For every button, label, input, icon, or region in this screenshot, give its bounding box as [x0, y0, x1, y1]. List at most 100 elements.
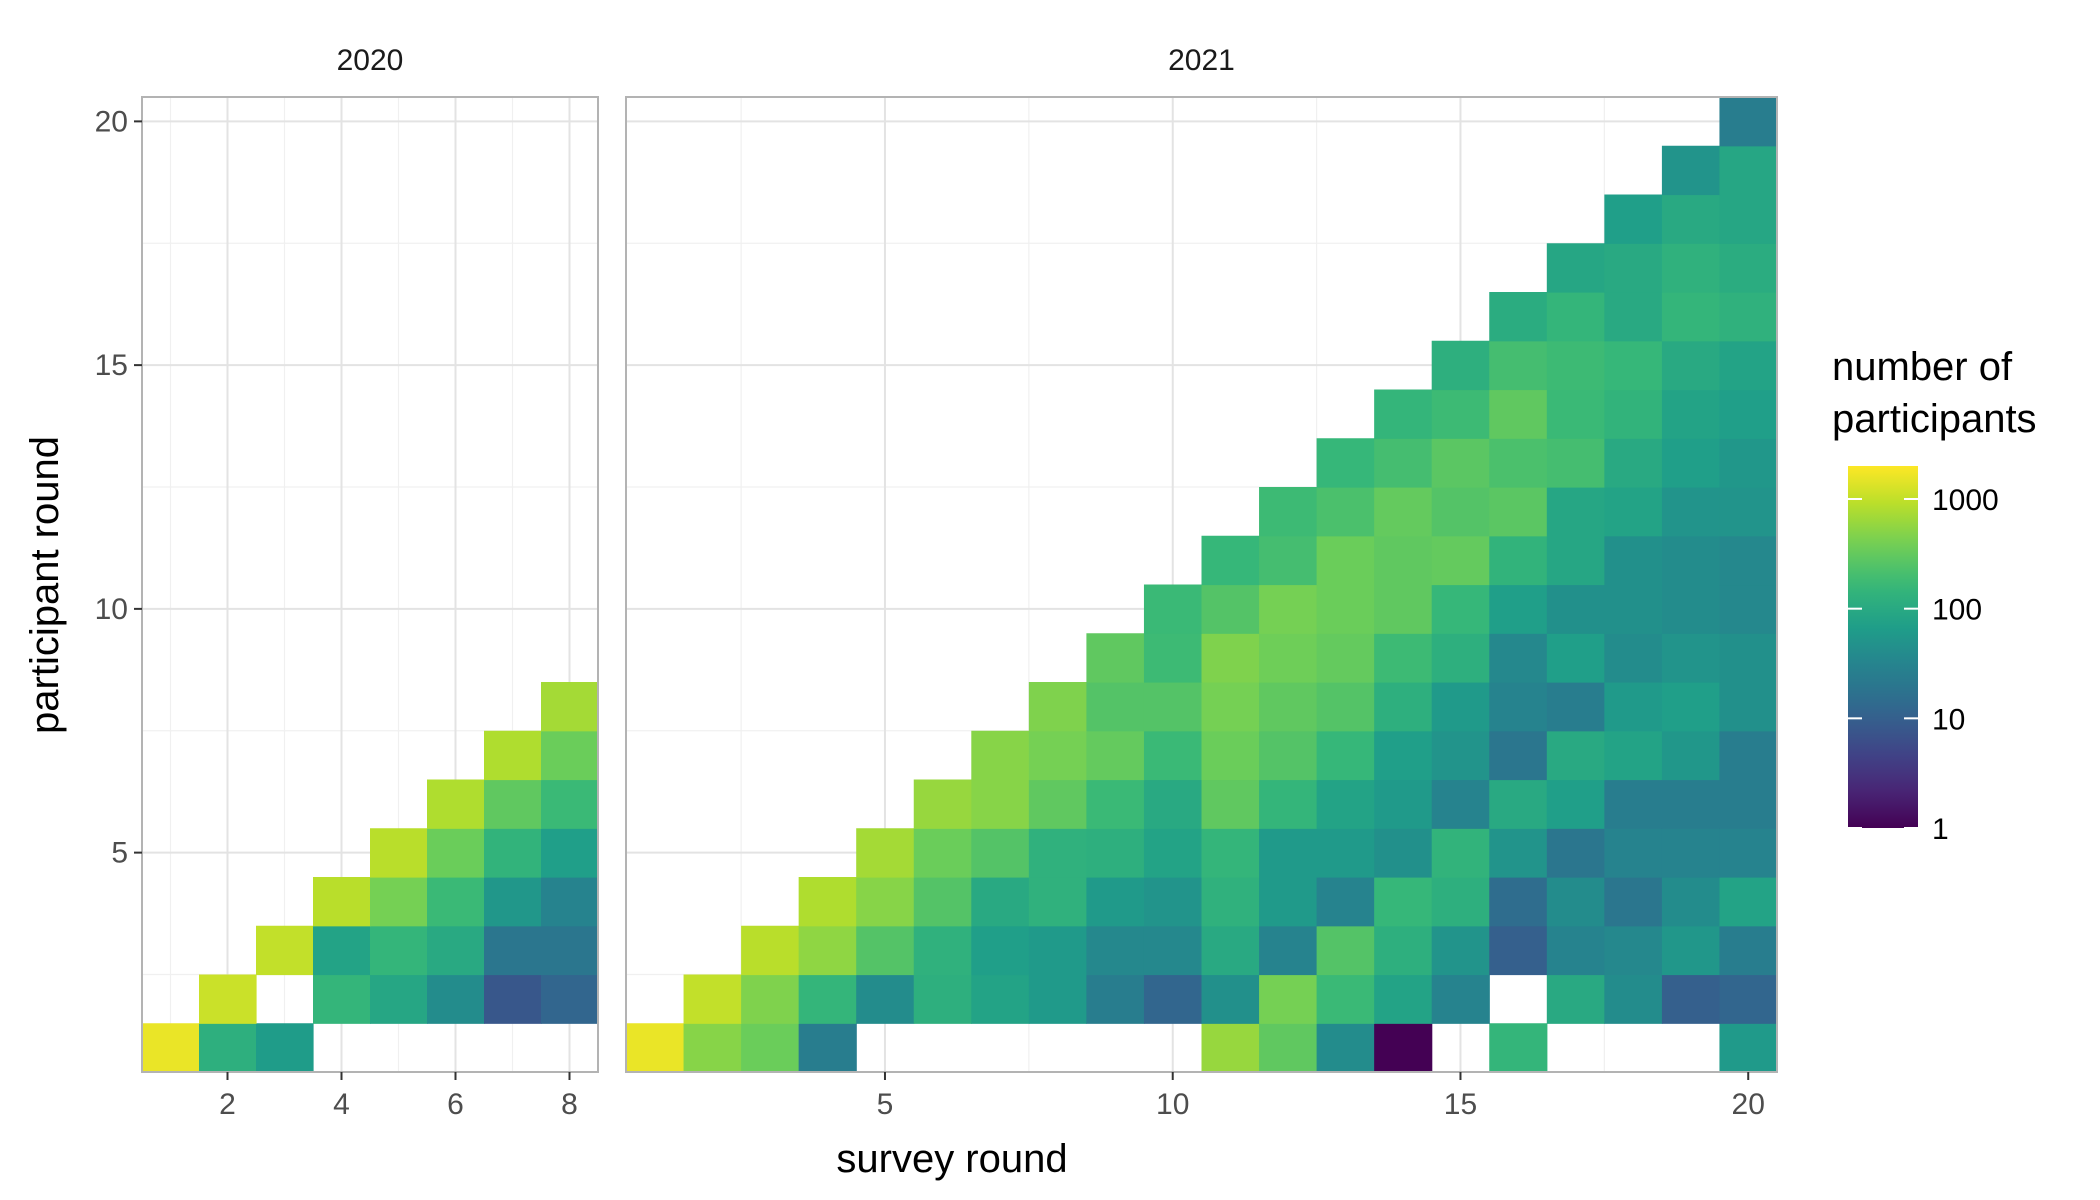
heatmap-tile: [913, 925, 972, 976]
x-tick-label: 2: [219, 1088, 236, 1121]
heatmap-tile: [1431, 487, 1490, 537]
heatmap-tile: [1028, 730, 1087, 781]
heatmap-tile: [1661, 438, 1721, 488]
heatmap-tile: [1143, 779, 1203, 829]
heatmap-tile: [1719, 97, 1778, 147]
heatmap-tile: [1374, 584, 1433, 634]
heatmap-tile: [1316, 438, 1375, 488]
heatmap-tile: [1604, 779, 1663, 829]
heatmap-tile: [541, 828, 599, 878]
heatmap-tile: [1604, 487, 1663, 537]
colorbar-tick-label: 1: [1932, 813, 1949, 846]
heatmap-tile: [1546, 584, 1605, 634]
facet-panels: 2020 2 4 6 8 2021 5 10 15 20: [141, 44, 1778, 1121]
heatmap-tile: [913, 779, 972, 829]
heatmap-tile: [1719, 779, 1778, 829]
panel-border: [625, 96, 1778, 1073]
heatmap-tile: [1431, 779, 1490, 829]
x-tick-label: 15: [1444, 1088, 1477, 1121]
heatmap-tile: [1604, 730, 1663, 781]
heatmap-tile: [1259, 584, 1318, 634]
heatmap-tile: [1719, 584, 1778, 634]
heatmap-tile: [1028, 682, 1087, 732]
heatmap-tile: [1374, 828, 1433, 878]
heatmap-tile: [1719, 1023, 1778, 1073]
heatmap-tile: [1661, 974, 1721, 1024]
heatmap-tile: [856, 877, 915, 927]
heatmap-tile: [1604, 633, 1663, 683]
facet-label-2021: 2021: [1168, 44, 1235, 77]
heatmap-tile: [683, 974, 742, 1024]
heatmap-tile: [1489, 779, 1548, 829]
heatmap-tile: [484, 828, 542, 878]
heatmap-tile: [856, 828, 915, 878]
heatmap-tile: [1086, 730, 1145, 781]
heatmap-tile: [1086, 633, 1145, 683]
heatmap-tile: [1143, 974, 1203, 1024]
heatmap-tile: [1719, 438, 1778, 488]
heatmap-tile: [427, 877, 485, 927]
heatmap-tile: [1143, 633, 1203, 683]
heatmap-tile: [1489, 730, 1548, 781]
heatmap-tile: [1489, 1023, 1548, 1073]
colorbar-tick-label: 1000: [1932, 484, 1999, 517]
heatmap-tile: [1086, 682, 1145, 732]
legend-title-line-1: number of: [1832, 345, 2013, 389]
panel-border: [141, 96, 599, 1073]
heatmap-tile: [1719, 682, 1778, 732]
heatmap-tile: [1546, 974, 1605, 1024]
x-tick-label: 5: [877, 1088, 894, 1121]
heatmap-tile: [1661, 925, 1721, 976]
heatmap-tile: [1546, 243, 1605, 293]
heatmap-tile: [484, 925, 542, 976]
heatmap-tile: [1431, 877, 1490, 927]
heatmap-tile: [1201, 974, 1260, 1024]
heatmap-tile: [971, 828, 1030, 878]
heatmap-tile: [1374, 779, 1433, 829]
heatmap-tile: [1374, 1023, 1433, 1073]
colorbar-tick-label: 10: [1932, 703, 1965, 736]
heatmap-tile: [1086, 974, 1145, 1024]
heatmap-tile: [484, 779, 542, 829]
heatmap-tile: [1719, 340, 1778, 391]
heatmap-tile: [683, 1023, 742, 1073]
y-tick-label: 15: [95, 349, 128, 382]
heatmap-tile: [370, 877, 428, 927]
heatmap-tile: [1086, 925, 1145, 976]
heatmap-tile: [971, 779, 1030, 829]
heatmap-tile: [1201, 535, 1260, 586]
heatmap-tile: [1489, 682, 1548, 732]
x-tick-label: 8: [561, 1088, 578, 1121]
heatmap-tile: [1604, 243, 1663, 293]
heatmap-tile: [1374, 877, 1433, 927]
heatmap-tile: [1719, 828, 1778, 878]
heatmap-tile: [256, 925, 314, 976]
heatmap-tile: [1374, 487, 1433, 537]
heatmap-tile: [1316, 487, 1375, 537]
heatmap-tile: [1201, 584, 1260, 634]
heatmap-tile: [541, 730, 599, 781]
heatmap-tile: [1719, 877, 1778, 927]
heatmap-tile: [1604, 340, 1663, 391]
heatmap-tile: [1719, 389, 1778, 439]
heatmap-tile: [1661, 389, 1721, 439]
heatmap-tile: [1316, 682, 1375, 732]
heatmap-tile: [1489, 340, 1548, 391]
heatmap-tile: [1546, 633, 1605, 683]
heatmap-tile: [1086, 779, 1145, 829]
heatmap-tile: [1028, 974, 1087, 1024]
heatmap-tile: [1661, 877, 1721, 927]
heatmap-tile: [1316, 925, 1375, 976]
heatmap-tile: [370, 925, 428, 976]
heatmap-tile: [1546, 389, 1605, 439]
heatmap-tile: [1374, 730, 1433, 781]
heatmap-tile: [1489, 877, 1548, 927]
heatmap-tile: [1316, 535, 1375, 586]
heatmap-tile: [1259, 779, 1318, 829]
heatmap-tile: [1431, 682, 1490, 732]
heatmap-tile: [427, 925, 485, 976]
heatmap-tile: [1661, 584, 1721, 634]
heatmap-tile: [1259, 682, 1318, 732]
heatmap-tile: [142, 1023, 200, 1073]
heatmap-tile: [1719, 633, 1778, 683]
